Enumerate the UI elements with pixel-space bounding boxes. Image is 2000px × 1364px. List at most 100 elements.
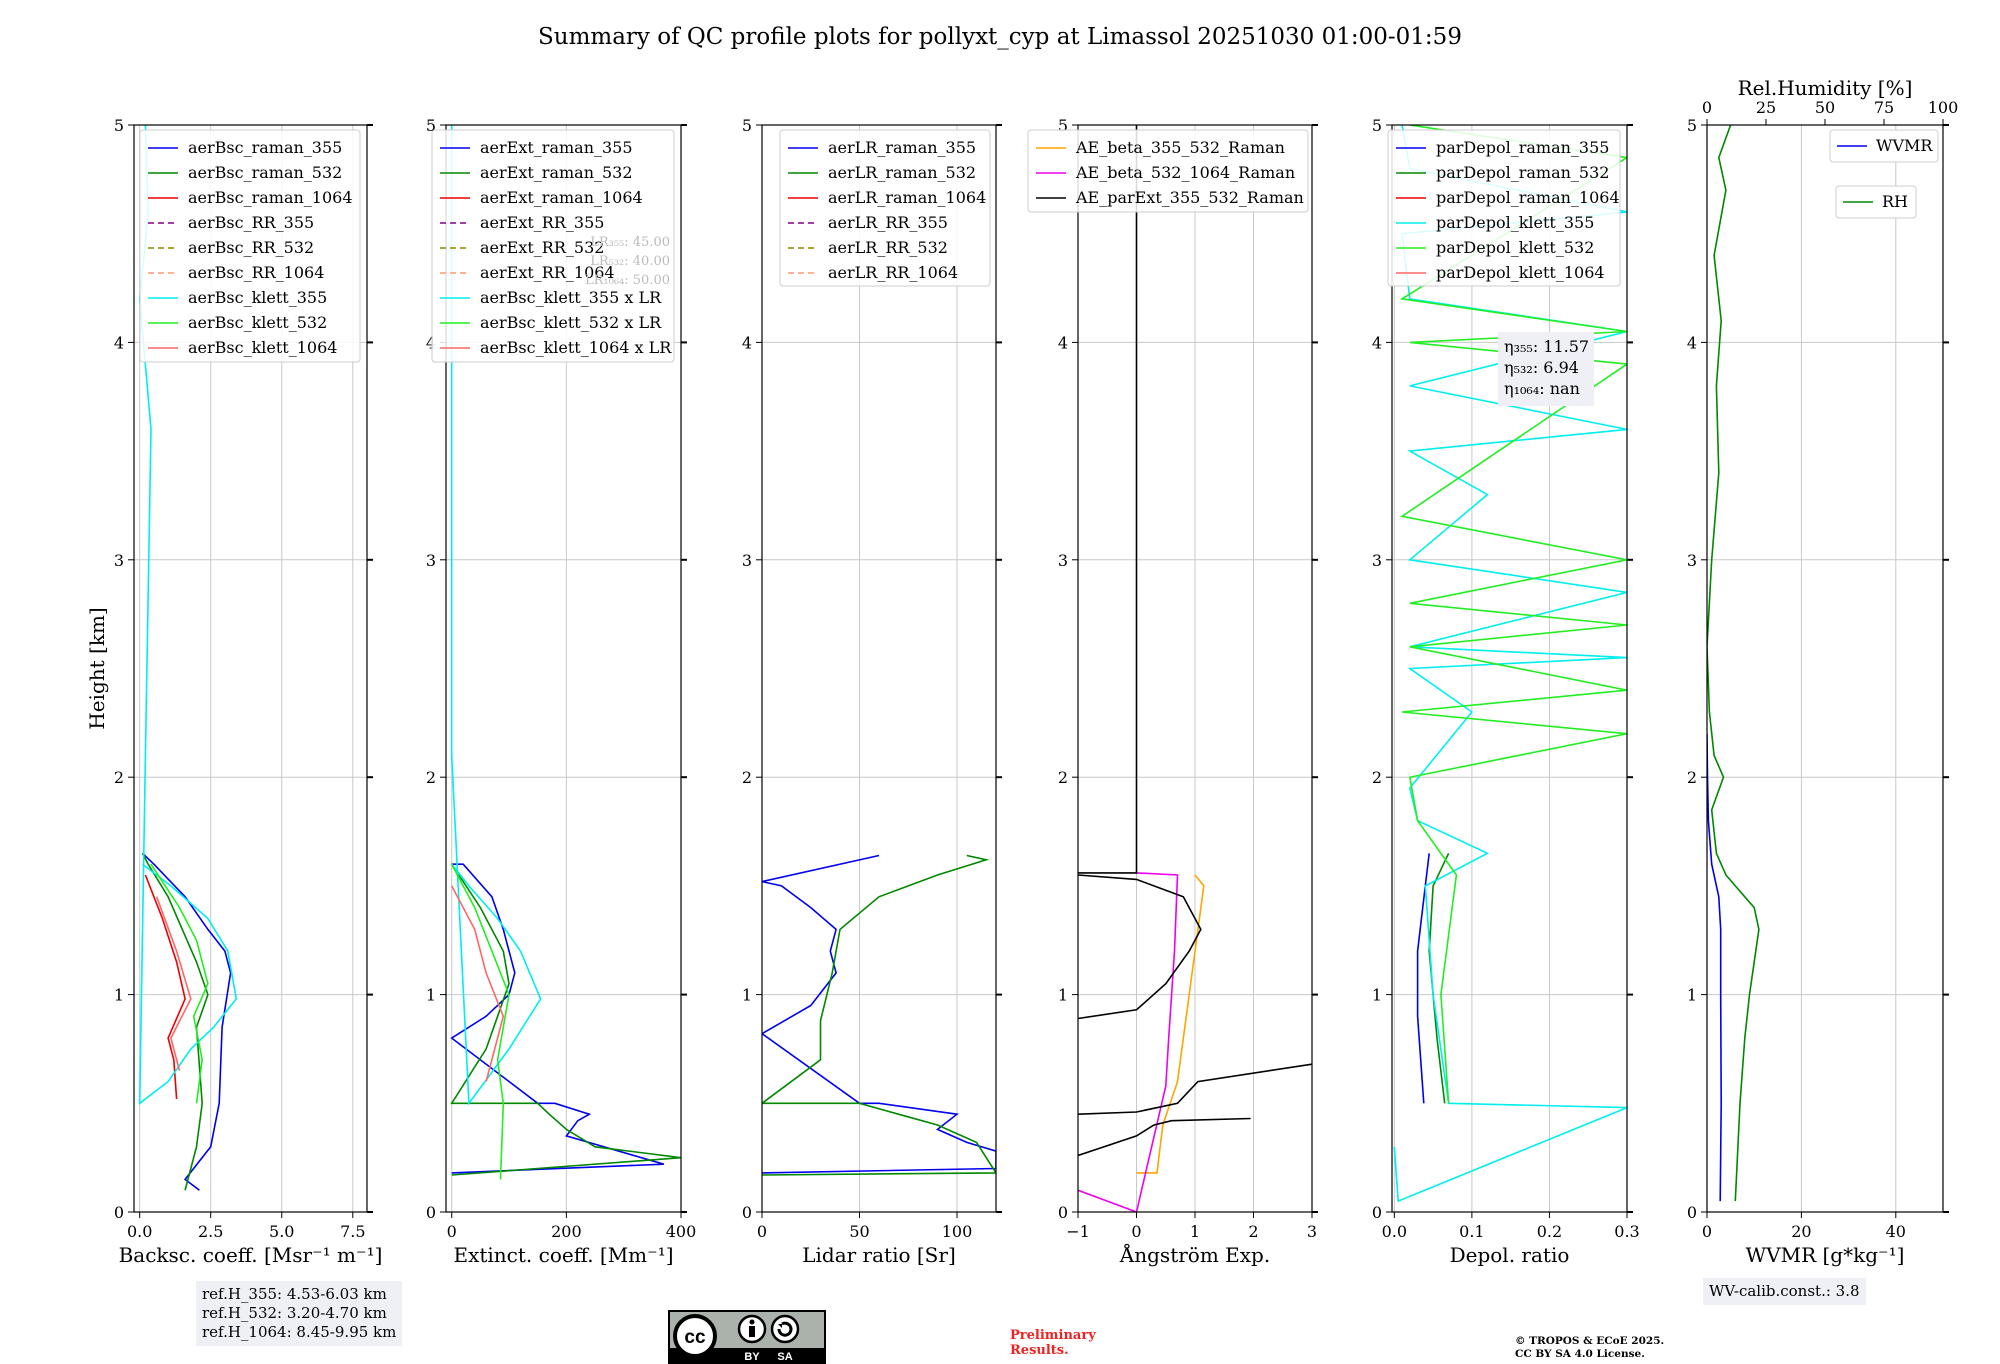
axes-frame xyxy=(1706,124,1944,1213)
panel-backscatter: 0.0 2.5 5.0 7.5 0 1 2 3 4 5 Backsc. coeff. [Msr⁻¹ … xyxy=(85,116,382,1267)
y-tick-label: 5 xyxy=(1687,116,1697,135)
legend-label: aerLR_RR_355 xyxy=(828,213,948,232)
series-AE_beta_355_532_Raman xyxy=(1136,874,1205,1174)
y-tick-label: 2 xyxy=(1058,768,1068,787)
legend-box xyxy=(1027,129,1309,213)
legend-label: aerLR_RR_532 xyxy=(828,238,948,257)
x-tick-label: 20 xyxy=(1791,1222,1811,1241)
x-tick-label: 400 xyxy=(666,1222,697,1241)
series-AE_parExt_355_532_Raman_d xyxy=(1078,125,1138,874)
series-aerBsc_klett_355 x LR xyxy=(450,125,542,1106)
series-aerBsc_klett_532 xyxy=(150,863,209,1104)
series-aerBsc_klett_1064 x LR xyxy=(450,885,505,1082)
x-tick-label: 0 xyxy=(757,1222,767,1241)
legend-box-rh xyxy=(1835,185,1917,219)
x-axis-label: Backsc. coeff. [Msr⁻¹ m⁻¹] xyxy=(119,1243,383,1267)
x-tick-label: 200 xyxy=(551,1222,582,1241)
y-tick-label: 0 xyxy=(426,1203,436,1222)
axes-frame xyxy=(761,124,997,1213)
x-axis-label: Ångström Exp. xyxy=(1119,1242,1270,1267)
legend-label-wvmr: WVMR xyxy=(1876,136,1933,155)
legend-label: AE_parExt_355_532_Raman xyxy=(1075,188,1304,207)
legend: aerBsc_raman_355 aerBsc_raman_532 aerBsc_r… xyxy=(139,129,361,363)
y-tick-label: 1 xyxy=(1058,986,1068,1005)
y-tick-label: 3 xyxy=(1058,551,1068,570)
legend-label: aerExt_raman_532 xyxy=(480,163,633,182)
figure-title: Summary of QC profile plots for pollyxt_… xyxy=(538,24,1462,50)
y-tick-label: 5 xyxy=(742,116,752,135)
preliminary-note: Preliminary Results. xyxy=(1010,1328,1096,1358)
legend-label: aerLR_raman_1064 xyxy=(828,188,986,207)
series-parDepol_raman_355 xyxy=(1416,853,1430,1104)
series-aerBsc_klett_532 x LR xyxy=(450,863,510,1180)
y-tick-label: 3 xyxy=(742,551,752,570)
x-tick-label: 40 xyxy=(1886,1222,1906,1241)
cc-by-sa-logo: cc BY SA xyxy=(668,1310,826,1364)
series-AE_parExt_355_532_Raman_b xyxy=(1078,1063,1312,1115)
cc-by-label: BY xyxy=(744,1351,760,1363)
series-aerLR_raman_532 xyxy=(762,854,996,1176)
series-aerLR_raman_355 xyxy=(762,854,996,1174)
legend-label-rh: RH xyxy=(1882,192,1908,211)
legend-label: aerBsc_klett_355 xyxy=(188,288,327,307)
legend-label: parDepol_raman_532 xyxy=(1436,163,1609,182)
legend-label: aerBsc_RR_1064 xyxy=(188,263,324,282)
legend-box xyxy=(431,129,675,363)
x-tick-label: 0 xyxy=(447,1222,457,1241)
x-tick-label: 50 xyxy=(849,1222,869,1241)
wv-calib-const: WV-calib.const.: 3.8 xyxy=(1709,1282,1860,1300)
legend: aerLR_raman_355 aerLR_raman_532 aerLR_rama… xyxy=(779,129,991,287)
y-tick-label: 3 xyxy=(426,551,436,570)
series-aerExt_raman_355 xyxy=(450,863,665,1174)
top-x-tick-label: 50 xyxy=(1815,98,1835,117)
eta-box xyxy=(1498,332,1594,406)
y-tick-label: 5 xyxy=(114,116,124,135)
lidar-ratio-label: LR₁₀₆₄: 50.00 xyxy=(585,273,670,288)
legend-label: aerBsc_RR_355 xyxy=(188,213,314,232)
y-tick-label: 2 xyxy=(742,768,752,787)
x-tick-label: 5.0 xyxy=(269,1222,294,1241)
x-axis-label: Extinct. coeff. [Mm⁻¹] xyxy=(453,1243,673,1267)
legend-label: parDepol_klett_532 xyxy=(1436,238,1594,257)
top-axis-label: Rel.Humidity [%] xyxy=(1738,76,1913,100)
x-tick-label: 7.5 xyxy=(340,1222,365,1241)
y-tick-label: 3 xyxy=(1372,551,1382,570)
top-x-tick-label: 100 xyxy=(1928,98,1959,117)
y-tick-label: 4 xyxy=(114,333,124,352)
ref-height-1064: ref.H_1064: 8.45-9.95 km xyxy=(202,1323,397,1341)
x-tick-label: 0 xyxy=(1702,1222,1712,1241)
legend: aerExt_raman_355 aerExt_raman_532 aerExt_r… xyxy=(431,129,675,363)
x-tick-label: 0 xyxy=(1131,1222,1141,1241)
y-tick-label: 5 xyxy=(426,116,436,135)
license-line: CC BY SA 4.0 License. xyxy=(1515,1348,1645,1360)
series-aerBsc_klett_1064 xyxy=(155,896,192,1071)
top-x-tick-label: 25 xyxy=(1756,98,1776,117)
y-tick-label: 4 xyxy=(1372,333,1382,352)
legend-label: aerBsc_klett_1064 x LR xyxy=(480,338,672,357)
legend-label: aerExt_RR_532 xyxy=(480,238,604,257)
panel-extinction: 0 200 400 0 1 2 3 4 5 Extinct. coeff. [Mm⁻¹] aerEx… xyxy=(426,116,696,1267)
y-tick-label: 3 xyxy=(1687,551,1697,570)
reference-heights-box: ref.H_355: 4.53-6.03 km ref.H_532: 3.20-… xyxy=(196,1281,403,1346)
legend-label: aerExt_raman_1064 xyxy=(480,188,643,207)
legend-label: aerBsc_raman_1064 xyxy=(188,188,353,207)
legend: AE_beta_355_532_Raman AE_beta_532_1064_Ra… xyxy=(1027,129,1309,213)
y-tick-label: 4 xyxy=(1687,333,1697,352)
x-tick-label: 0.3 xyxy=(1614,1222,1639,1241)
legend-label: parDepol_klett_355 xyxy=(1436,213,1594,232)
y-tick-label: 4 xyxy=(426,333,436,352)
legend-label: aerExt_RR_1064 xyxy=(480,263,615,282)
series-group xyxy=(1078,125,1312,1212)
x-axis-label: WVMR [g*kg⁻¹] xyxy=(1746,1243,1905,1267)
y-tick-label: 1 xyxy=(426,986,436,1005)
y-axis-label: Height [km] xyxy=(85,607,109,729)
series-group xyxy=(450,125,681,1180)
ref-height-355: ref.H_355: 4.53-6.03 km xyxy=(202,1285,387,1303)
legend-label: aerExt_RR_355 xyxy=(480,213,604,232)
wv-calib-box: WV-calib.const.: 3.8 xyxy=(1703,1278,1866,1305)
legend-label: parDepol_klett_1064 xyxy=(1436,263,1605,282)
y-tick-label: 0 xyxy=(1372,1203,1382,1222)
x-tick-label: 0.2 xyxy=(1537,1222,1562,1241)
ref-height-532: ref.H_532: 3.20-4.70 km xyxy=(202,1304,387,1322)
